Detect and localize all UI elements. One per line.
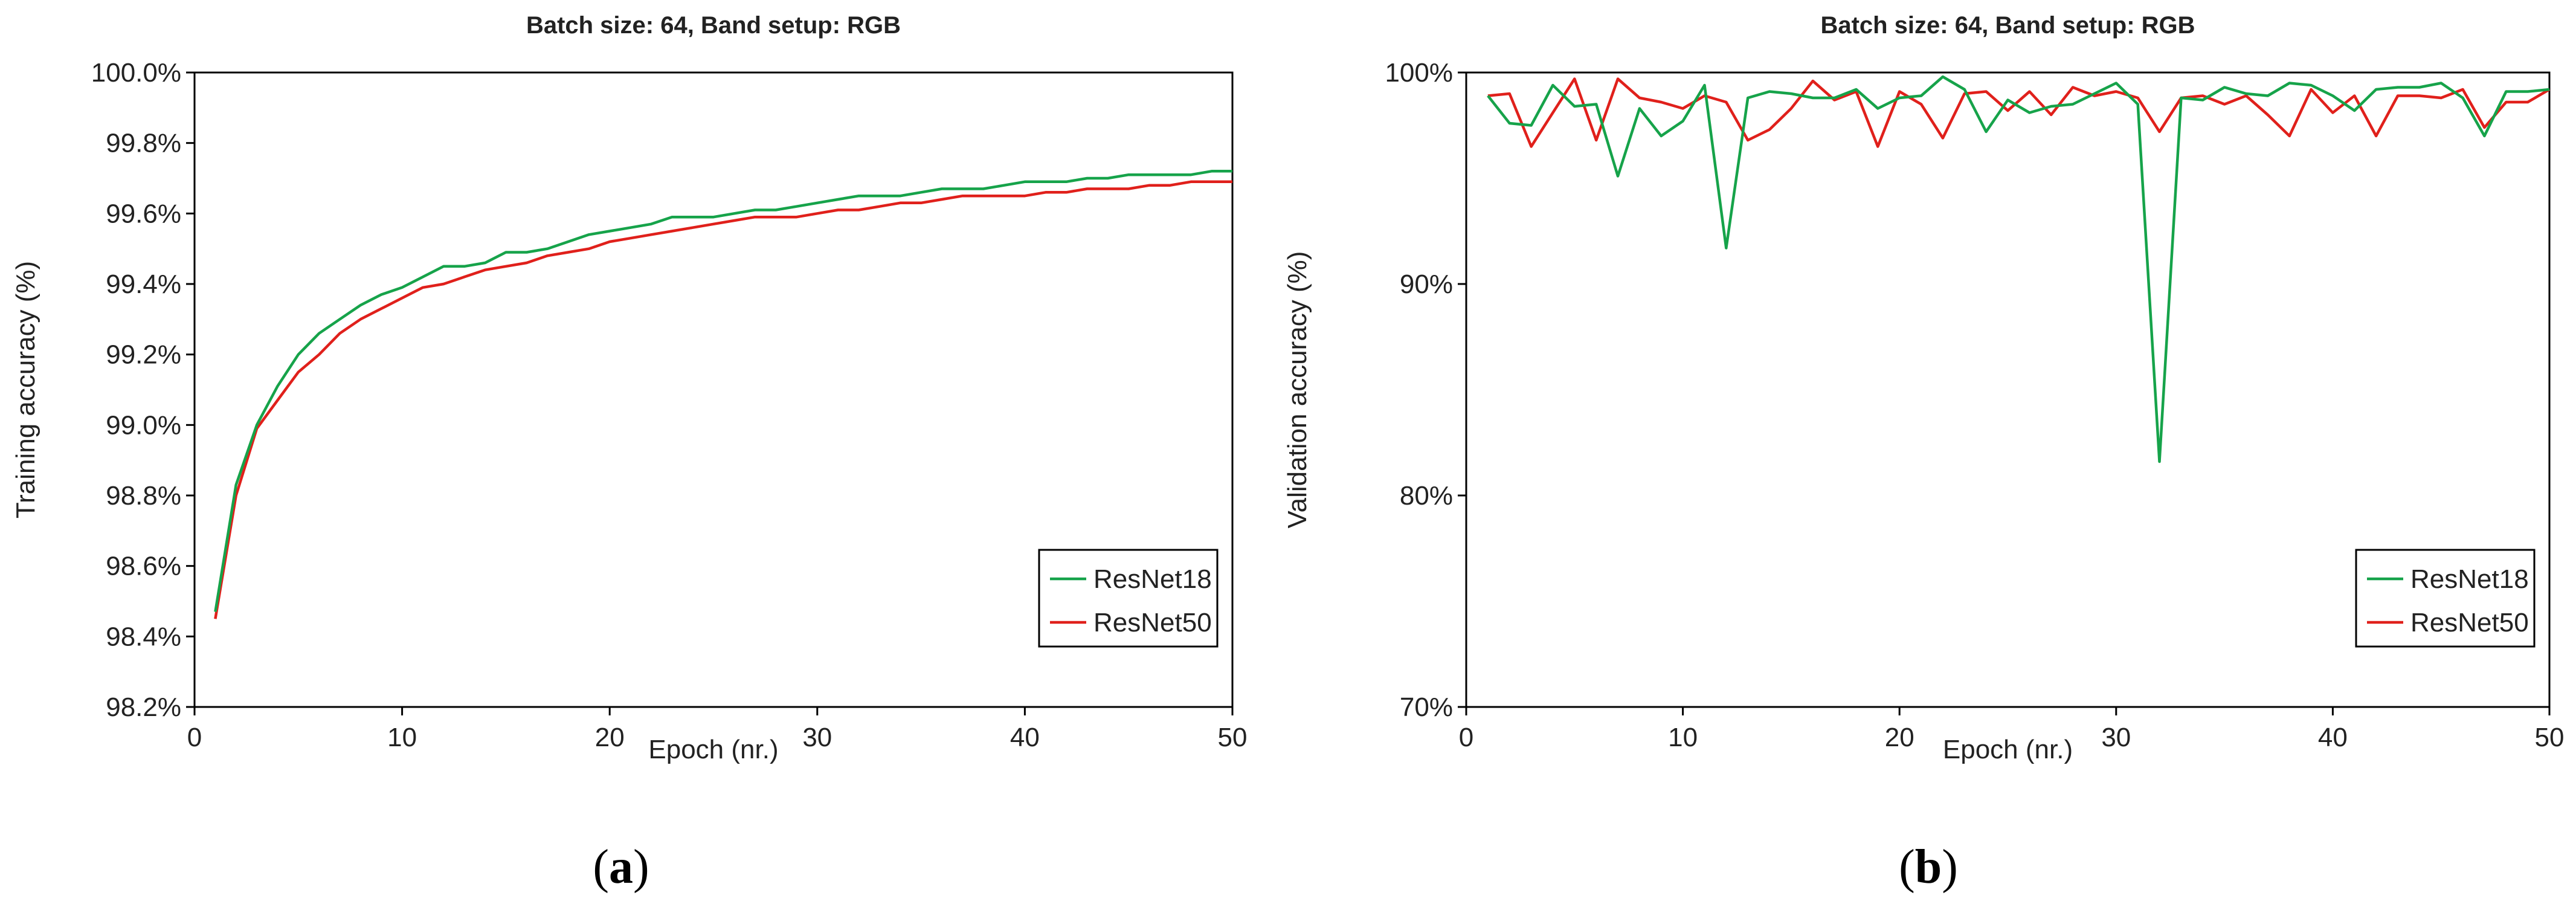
y-tick-label: 98.2% [106, 692, 181, 722]
series-line-resnet50 [214, 180, 1232, 619]
y-tick-label: 80% [1400, 481, 1453, 511]
panel-label-b: (b) [1899, 840, 1958, 894]
plot-area [1465, 71, 2551, 708]
y-tick-label: 99.4% [106, 269, 181, 299]
y-tick-label: 70% [1400, 692, 1453, 722]
y-axis-label: Validation accuracy (%) [1283, 251, 1312, 529]
series-line-resnet18 [1487, 75, 2550, 463]
y-tick-label: 99.2% [106, 340, 181, 370]
y-tick-label: 99.8% [106, 129, 181, 158]
x-tick-label: 50 [1218, 723, 1248, 752]
y-axis-label: Training accuracy (%) [11, 261, 40, 518]
panel-letter: b [1914, 840, 1942, 894]
y-tick-label: 100.0% [91, 58, 181, 88]
legend: ResNet18 ResNet50 [2355, 549, 2536, 648]
validation-accuracy-chart: Batch size: 64, Band setup: RGB Validati… [1283, 12, 2564, 764]
legend-label-resnet18: ResNet18 [2410, 564, 2529, 594]
x-tick-label: 10 [1668, 723, 1698, 752]
y-tick-label: 98.8% [106, 481, 181, 511]
chart-title: Batch size: 64, Band setup: RGB [526, 12, 901, 39]
legend-label-resnet18: ResNet18 [1093, 564, 1212, 594]
x-tick-label: 30 [802, 723, 832, 752]
panel-letter: a [609, 840, 633, 894]
legend-box [1038, 549, 1219, 648]
legend: ResNet18 ResNet50 [1038, 549, 1219, 648]
x-tick-label: 0 [187, 723, 202, 752]
x-tick-label: 40 [2318, 723, 2348, 752]
x-tick-label: 30 [2101, 723, 2131, 752]
training-accuracy-chart: Batch size: 64, Band setup: RGB Training… [11, 12, 1247, 764]
x-tick-label: 10 [387, 723, 417, 752]
series-line-resnet50 [1487, 77, 2551, 148]
legend-label-resnet50: ResNet50 [1093, 608, 1212, 637]
y-tick-label: 99.6% [106, 199, 181, 228]
y-tick-label: 98.6% [106, 552, 181, 581]
x-tick-label: 50 [2535, 723, 2565, 752]
x-tick-label: 20 [1885, 723, 1914, 752]
series-line-resnet18 [214, 170, 1232, 612]
legend-box [2355, 549, 2536, 648]
x-axis-label: Epoch (nr.) [648, 735, 778, 764]
y-tick-label: 100% [1385, 58, 1453, 88]
plot-area [193, 71, 1234, 708]
panel-label-a: (a) [593, 840, 649, 894]
legend-label-resnet50: ResNet50 [2410, 608, 2529, 637]
x-tick-label: 20 [595, 723, 625, 752]
x-tick-label: 40 [1010, 723, 1040, 752]
y-tick-label: 99.0% [106, 410, 181, 440]
x-axis-label: Epoch (nr.) [1943, 735, 2073, 764]
chart-title: Batch size: 64, Band setup: RGB [1820, 12, 2195, 39]
y-tick-label: 90% [1400, 269, 1453, 299]
y-tick-label: 98.4% [106, 622, 181, 651]
x-tick-label: 0 [1459, 723, 1473, 752]
